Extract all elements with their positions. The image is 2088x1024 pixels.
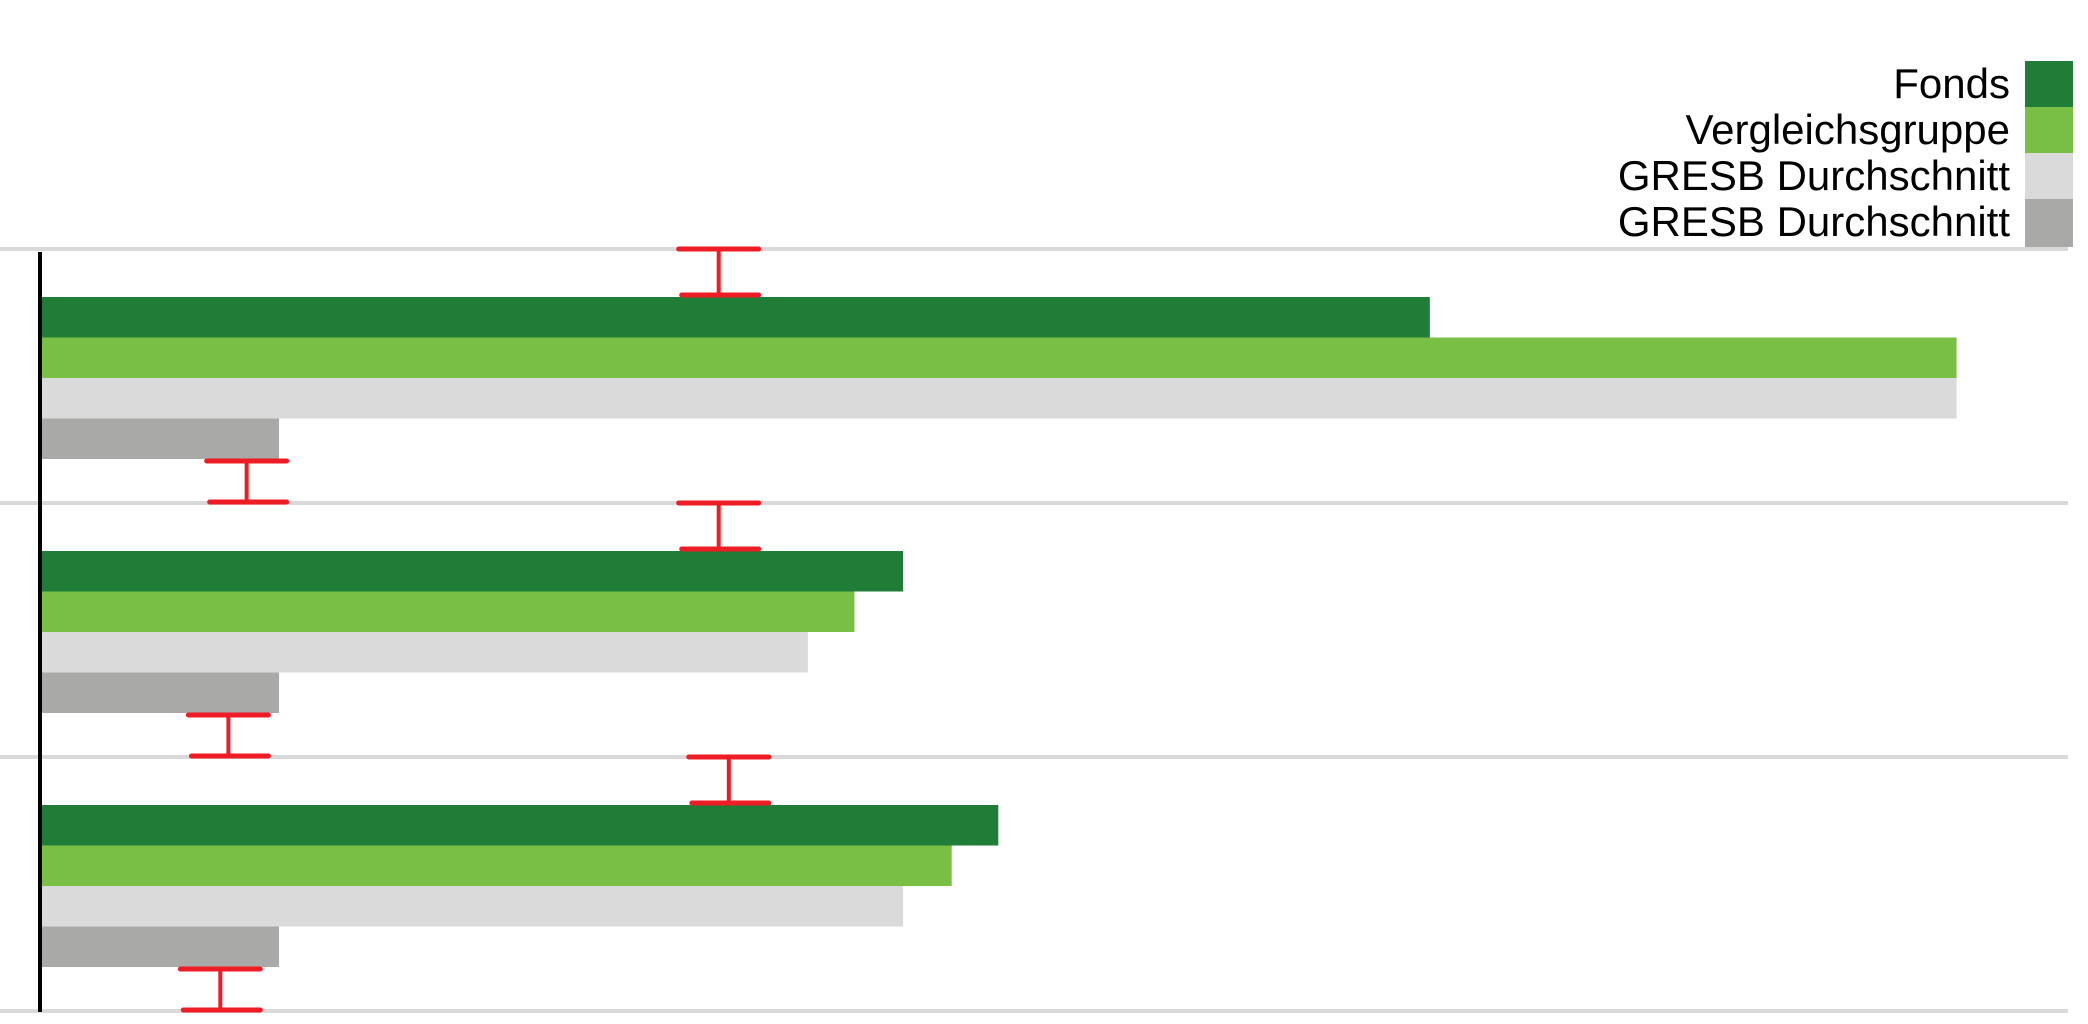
legend: Fonds Vergleichsgruppe GRESB Durchschnit… xyxy=(1618,60,2073,247)
bar-1-group-3 xyxy=(42,805,999,846)
bar-3-group-2 xyxy=(42,632,808,673)
bar-4-group-1 xyxy=(42,418,280,459)
bar-2-group-1 xyxy=(42,337,1957,378)
bar-3-group-3 xyxy=(42,886,904,927)
bar-2-group-3 xyxy=(42,845,952,886)
legend-label-gresb-dark: GRESB Durchschnitt xyxy=(1618,198,2010,245)
legend-label-vergleichsgruppe: Vergleichsgruppe xyxy=(1685,106,2010,153)
legend-swatch-vergleichsgruppe xyxy=(2025,107,2073,153)
legend-label-fonds: Fonds xyxy=(1893,60,2010,107)
legend-swatch-gresb-dark xyxy=(2025,199,2073,247)
bar-4-group-3 xyxy=(42,926,280,967)
bar-4-group-2 xyxy=(42,672,280,713)
bar-2-group-2 xyxy=(42,591,855,632)
bar-3-group-1 xyxy=(42,378,1957,419)
bar-1-group-1 xyxy=(42,297,1430,338)
bar-1-group-2 xyxy=(42,551,904,592)
legend-swatch-fonds xyxy=(2025,61,2073,107)
legend-swatch-gresb-light xyxy=(2025,153,2073,199)
legend-label-gresb-light: GRESB Durchschnitt xyxy=(1618,152,2010,199)
